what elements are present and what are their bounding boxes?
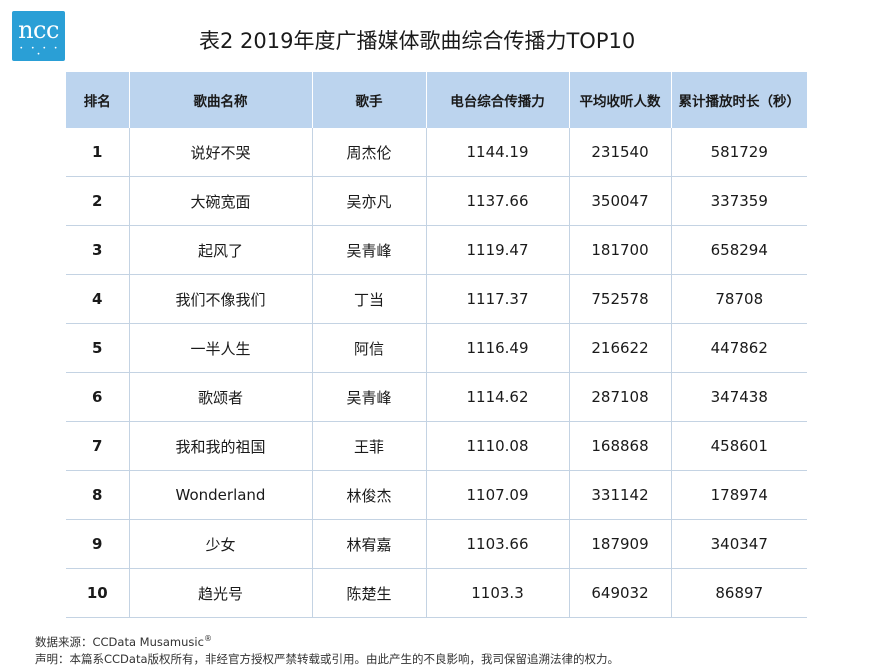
- cell-listeners: 181700: [569, 225, 672, 275]
- cell-listeners: 287108: [569, 372, 672, 422]
- table-row: 4 我们不像我们 丁当 1117.37 752578 78708: [66, 274, 807, 324]
- cell-rank: 2: [66, 176, 130, 226]
- cell-song: 起风了: [129, 225, 313, 275]
- cell-artist: 吴青峰: [312, 225, 427, 275]
- cell-listeners: 350047: [569, 176, 672, 226]
- copyright-statement: 声明：本篇系CCData版权所有，非经官方授权严禁转载或引用。由此产生的不良影响…: [35, 651, 620, 666]
- header-power: 电台综合传播力: [426, 72, 570, 128]
- cell-artist: 陈楚生: [312, 568, 427, 618]
- cell-power: 1110.08: [426, 421, 570, 471]
- cell-rank: 6: [66, 372, 130, 422]
- ranking-table: 排名 歌曲名称 歌手 电台综合传播力 平均收听人数 累计播放时长（秒） 1 说好…: [66, 72, 807, 618]
- cell-artist: 王菲: [312, 421, 427, 471]
- cell-song: 少女: [129, 519, 313, 569]
- cell-listeners: 752578: [569, 274, 672, 324]
- cell-song: Wonderland: [129, 470, 313, 520]
- cell-duration: 658294: [671, 225, 807, 275]
- cell-artist: 林宥嘉: [312, 519, 427, 569]
- cell-power: 1117.37: [426, 274, 570, 324]
- cell-rank: 10: [66, 568, 130, 618]
- table-header-row: 排名 歌曲名称 歌手 电台综合传播力 平均收听人数 累计播放时长（秒）: [66, 72, 807, 128]
- cell-power: 1137.66: [426, 176, 570, 226]
- cell-duration: 581729: [671, 128, 807, 177]
- cell-listeners: 216622: [569, 323, 672, 373]
- cell-duration: 78708: [671, 274, 807, 324]
- cell-listeners: 331142: [569, 470, 672, 520]
- table-row: 2 大碗宽面 吴亦凡 1137.66 350047 337359: [66, 176, 807, 226]
- cell-artist: 吴青峰: [312, 372, 427, 422]
- cell-song: 趋光号: [129, 568, 313, 618]
- table-row: 10 趋光号 陈楚生 1103.3 649032 86897: [66, 568, 807, 618]
- cell-power: 1103.3: [426, 568, 570, 618]
- ncc-logo: ncc • • • • •: [12, 11, 65, 61]
- cell-rank: 7: [66, 421, 130, 471]
- table-row: 7 我和我的祖国 王菲 1110.08 168868 458601: [66, 421, 807, 471]
- cell-rank: 9: [66, 519, 130, 569]
- cell-song: 说好不哭: [129, 128, 313, 177]
- table-row: 3 起风了 吴青峰 1119.47 181700 658294: [66, 225, 807, 275]
- cell-duration: 458601: [671, 421, 807, 471]
- cell-listeners: 168868: [569, 421, 672, 471]
- logo-text: ncc: [18, 16, 59, 44]
- header-rank: 排名: [66, 72, 130, 128]
- cell-song: 歌颂者: [129, 372, 313, 422]
- cell-rank: 5: [66, 323, 130, 373]
- cell-power: 1103.66: [426, 519, 570, 569]
- cell-listeners: 649032: [569, 568, 672, 618]
- cell-power: 1119.47: [426, 225, 570, 275]
- cell-duration: 340347: [671, 519, 807, 569]
- header-duration: 累计播放时长（秒）: [671, 72, 807, 128]
- cell-rank: 3: [66, 225, 130, 275]
- cell-duration: 337359: [671, 176, 807, 226]
- header-song: 歌曲名称: [129, 72, 313, 128]
- cell-power: 1114.62: [426, 372, 570, 422]
- cell-rank: 1: [66, 128, 130, 177]
- cell-rank: 8: [66, 470, 130, 520]
- registered-mark: ®: [203, 634, 212, 643]
- table-row: 5 一半人生 阿信 1116.49 216622 447862: [66, 323, 807, 373]
- cell-listeners: 187909: [569, 519, 672, 569]
- cell-artist: 周杰伦: [312, 128, 427, 177]
- table-row: 8 Wonderland 林俊杰 1107.09 331142 178974: [66, 470, 807, 520]
- cell-artist: 林俊杰: [312, 470, 427, 520]
- table-row: 1 说好不哭 周杰伦 1144.19 231540 581729: [66, 128, 807, 177]
- footer: 数据来源：CCData Musamusic® 声明：本篇系CCData版权所有，…: [35, 630, 619, 668]
- cell-song: 一半人生: [129, 323, 313, 373]
- cell-power: 1116.49: [426, 323, 570, 373]
- header-listeners: 平均收听人数: [569, 72, 672, 128]
- cell-rank: 4: [66, 274, 130, 324]
- data-source: 数据来源：CCData Musamusic®: [35, 630, 619, 651]
- cell-song: 我和我的祖国: [129, 421, 313, 471]
- table-row: 9 少女 林宥嘉 1103.66 187909 340347: [66, 519, 807, 569]
- page-title: 表2 2019年度广播媒体歌曲综合传播力TOP10: [199, 29, 636, 53]
- cell-listeners: 231540: [569, 128, 672, 177]
- cell-duration: 86897: [671, 568, 807, 618]
- cell-duration: 347438: [671, 372, 807, 422]
- cell-power: 1107.09: [426, 470, 570, 520]
- data-source-text: 数据来源：CCData Musamusic: [35, 634, 204, 649]
- cell-artist: 丁当: [312, 274, 427, 324]
- cell-artist: 阿信: [312, 323, 427, 373]
- header-artist: 歌手: [312, 72, 427, 128]
- cell-song: 我们不像我们: [129, 274, 313, 324]
- cell-duration: 178974: [671, 470, 807, 520]
- cell-artist: 吴亦凡: [312, 176, 427, 226]
- table-row: 6 歌颂者 吴青峰 1114.62 287108 347438: [66, 372, 807, 422]
- cell-power: 1144.19: [426, 128, 570, 177]
- cell-song: 大碗宽面: [129, 176, 313, 226]
- logo-dots: • • • • •: [19, 45, 61, 58]
- cell-duration: 447862: [671, 323, 807, 373]
